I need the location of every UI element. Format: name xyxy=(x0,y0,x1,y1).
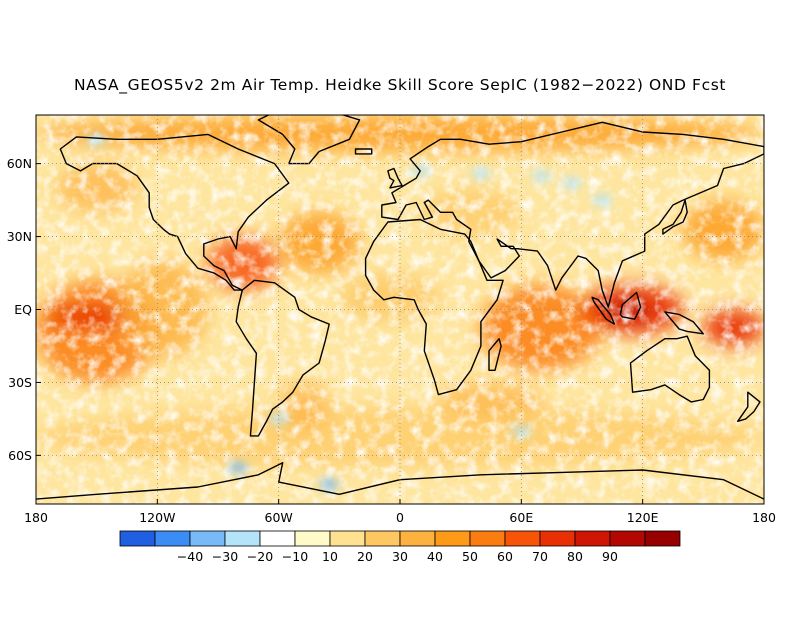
negative-score-spot xyxy=(532,170,551,181)
coastline-australia xyxy=(629,335,711,403)
coastline-british-isles xyxy=(387,167,403,189)
negative-score-spot xyxy=(471,168,490,179)
colorbar-label: 90 xyxy=(602,549,618,564)
lon-tick-label: 60W xyxy=(265,510,293,525)
colorbar-label: 10 xyxy=(322,549,338,564)
lat-tick-label: 30S xyxy=(8,375,32,390)
colorbar-label: 50 xyxy=(462,549,478,564)
colorbar-swatch xyxy=(294,530,331,547)
colorbar-swatch xyxy=(574,530,611,547)
colorbar-label: 20 xyxy=(357,549,373,564)
coastline-borneo xyxy=(619,291,642,320)
coastline-africa xyxy=(364,218,504,396)
colorbar-label: 70 xyxy=(532,549,548,564)
colorbar-swatch xyxy=(364,530,401,547)
colorbar-swatch xyxy=(189,530,226,547)
colorbar-swatch xyxy=(539,530,576,547)
colorbar-swatch xyxy=(224,530,261,547)
colorbar-swatch xyxy=(154,530,191,547)
grid-lines xyxy=(36,115,764,504)
coastline-japan xyxy=(662,199,688,235)
colorbar-swatch xyxy=(469,530,506,547)
map-title: NASA_GEOS5v2 2m Air Temp. Heidke Skill S… xyxy=(73,76,727,94)
colorbar: −40 −30 −20 −10 10 20 30 40 50 60 70 80 90 xyxy=(119,530,681,564)
coastline-south-america xyxy=(235,279,330,437)
colorbar-swatch xyxy=(644,530,681,547)
negative-score-spot xyxy=(269,413,288,424)
lon-tick-label: 0 xyxy=(396,510,404,525)
coastline-north-america xyxy=(59,133,290,291)
lon-tick-label: 180 xyxy=(24,510,48,525)
negative-score-spot xyxy=(562,178,581,189)
colorbar-label: 30 xyxy=(392,549,408,564)
coastline-iceland xyxy=(354,148,373,155)
negative-score-spot xyxy=(593,195,612,206)
coastline-new-zealand xyxy=(737,391,761,422)
colorbar-swatch xyxy=(329,530,366,547)
lat-tick-label: 60S xyxy=(8,448,32,463)
negative-score-spot xyxy=(320,479,339,490)
negative-score-spots xyxy=(87,134,612,490)
lon-tick-label: 120W xyxy=(139,510,175,525)
colorbar-label: 80 xyxy=(567,549,583,564)
coastline-greenland xyxy=(257,115,361,165)
negative-score-spot xyxy=(87,134,106,145)
lon-tick-label: 120E xyxy=(627,510,659,525)
colorbar-label: −40 xyxy=(177,549,203,564)
coastline-antarctica xyxy=(36,462,764,500)
coastline-eurasia xyxy=(381,121,764,308)
coastline-new-guinea xyxy=(664,311,704,335)
colorbar-swatch xyxy=(504,530,541,547)
colorbar-swatch xyxy=(399,530,436,547)
lat-axis: 60N 30N EQ 30S 60S xyxy=(7,156,41,463)
colorbar-swatch xyxy=(259,530,296,547)
lat-tick-label: 30N xyxy=(7,229,32,244)
coastlines xyxy=(36,115,764,500)
colorbar-label: −30 xyxy=(212,549,238,564)
colorbar-label: −20 xyxy=(247,549,273,564)
colorbar-label: 60 xyxy=(497,549,513,564)
lon-axis: 180 120W 60W 0 60E 120E 180 xyxy=(24,499,776,525)
lat-tick-label: 60N xyxy=(7,156,32,171)
colorbar-swatch xyxy=(434,530,471,547)
colorbar-swatch xyxy=(609,530,646,547)
lon-tick-label: 60E xyxy=(509,510,533,525)
colorbar-swatch xyxy=(119,530,156,547)
negative-score-spot xyxy=(229,462,248,473)
lat-tick-label: EQ xyxy=(14,302,32,317)
colorbar-label: 40 xyxy=(427,549,443,564)
lon-tick-label: 180 xyxy=(752,510,776,525)
colorbar-label: −10 xyxy=(282,549,308,564)
coastline-sumatra xyxy=(591,296,616,325)
coastline-madagascar xyxy=(488,338,502,371)
